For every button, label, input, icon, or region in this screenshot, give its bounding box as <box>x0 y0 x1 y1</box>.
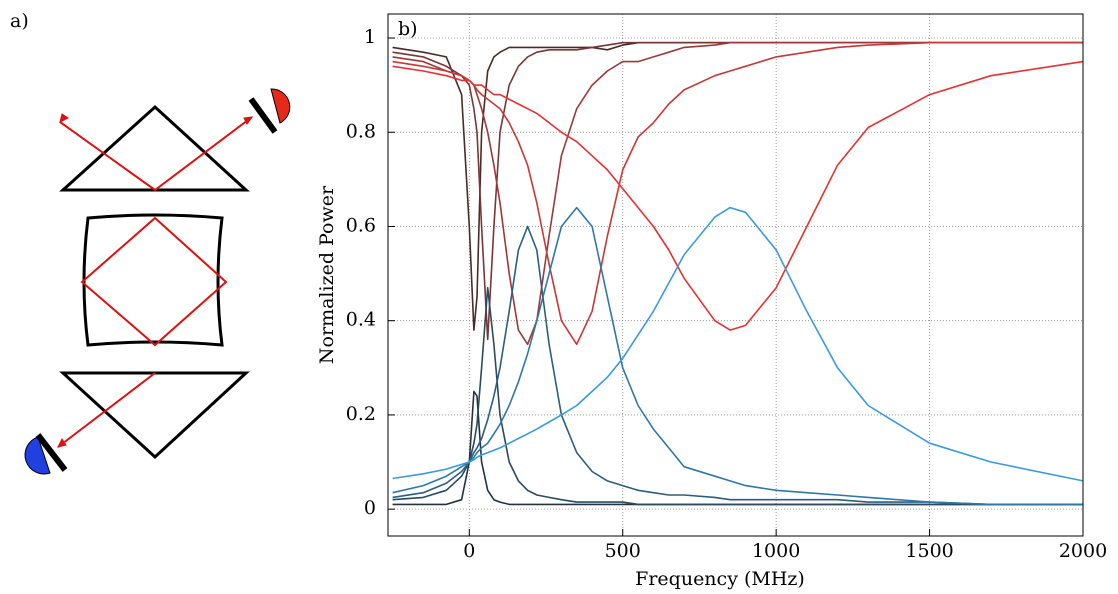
detector-blue <box>24 436 51 475</box>
beam-loop <box>80 216 228 347</box>
plot-frame <box>387 13 1084 537</box>
chart: Frequency (MHz) Normalized Power 0 500 100… <box>316 13 1107 590</box>
beam-out <box>57 372 156 448</box>
x-tick-label: 500 <box>605 540 641 562</box>
x-tick-label: 2000 <box>1059 540 1107 562</box>
y-tick-label: 0.8 <box>346 120 376 142</box>
panel-label: a) <box>10 10 29 32</box>
series-line <box>392 390 1083 506</box>
detector-plate <box>248 97 278 134</box>
series-line <box>392 206 1083 506</box>
series-line <box>392 60 1084 331</box>
series-line <box>392 286 1083 506</box>
beam-in <box>59 116 253 192</box>
arrow-head <box>243 116 254 125</box>
x-tick-label: 0 <box>463 540 475 562</box>
detector-red <box>270 88 291 124</box>
y-axis-label: Normalized Power <box>316 185 338 364</box>
resonator <box>82 213 224 347</box>
x-tick-label: 1500 <box>905 540 953 562</box>
series-line <box>392 41 1083 346</box>
prism-top <box>59 104 250 192</box>
x-tick-label: 1000 <box>752 540 800 562</box>
diagram: a) <box>10 10 291 475</box>
y-tick-label: 0.6 <box>346 214 376 236</box>
x-axis-label: Frequency (MHz) <box>635 568 805 590</box>
series-line <box>392 225 1083 506</box>
series-line <box>392 206 1084 482</box>
y-tick-label: 0.2 <box>346 403 376 425</box>
arrow-head <box>59 113 69 123</box>
panel-label: b) <box>398 18 418 40</box>
detector-plate <box>35 433 68 472</box>
series-line <box>392 41 1083 346</box>
series-line <box>392 41 1083 341</box>
arrow-head <box>57 438 67 448</box>
y-tick-label: 0 <box>364 497 376 519</box>
y-tick-label: 1 <box>364 26 376 48</box>
y-tick-label: 0.4 <box>346 309 376 331</box>
prism-bottom <box>59 371 250 460</box>
